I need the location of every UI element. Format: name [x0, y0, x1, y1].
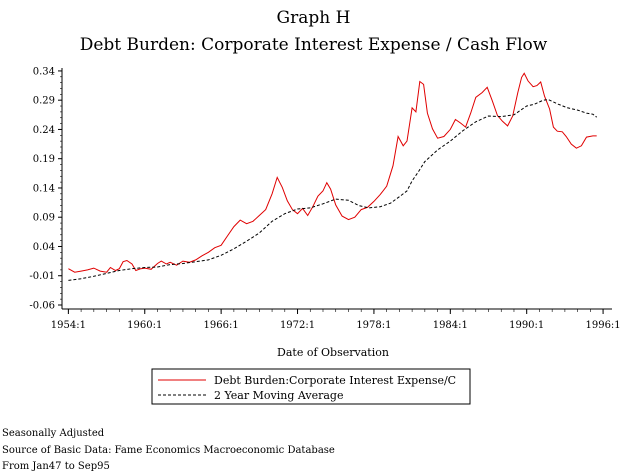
y-tick-label: -0.01: [29, 271, 55, 282]
legend-entry-debt-burden: Debt Burden:Corporate Interest Expense/C: [214, 374, 456, 387]
x-tick-label: 1966:1: [204, 320, 239, 331]
chart-subtitle: Debt Burden: Corporate Interest Expense …: [80, 35, 548, 55]
y-tick-label: 0.04: [33, 242, 55, 253]
note-seasonally-adjusted: Seasonally Adjusted: [2, 428, 105, 439]
y-axis-ticks: -0.06 -0.01 0.04 0.09 0.14 0.19 0.24 0.29 0.34: [29, 66, 62, 312]
y-tick-label: 0.29: [33, 96, 55, 107]
x-tick-label: 1954:1: [51, 320, 86, 331]
x-tick-label: 1972:1: [280, 320, 315, 331]
axes: [61, 68, 612, 310]
y-tick-label: 0.24: [33, 125, 55, 136]
legend-box: [151, 368, 471, 405]
y-tick-label: -0.06: [29, 301, 55, 312]
y-tick-label: 0.14: [33, 183, 55, 194]
x-tick-label: 1984:1: [433, 320, 468, 331]
x-tick-label: 1990:1: [509, 320, 544, 331]
note-source: Source of Basic Data: Fame Economics Mac…: [2, 445, 335, 456]
y-tick-label: 0.34: [33, 66, 55, 77]
x-axis-label: Date of Observation: [277, 346, 389, 359]
x-axis-ticks: 1954:1 1960:1 1966:1 1972:1 1978:1 1984:1 1990…: [51, 309, 621, 331]
series-line-debt-burden: [68, 72, 597, 273]
legend: Debt Burden:Corporate Interest Expense/C…: [151, 368, 471, 405]
chart-title: Graph H: [277, 8, 351, 28]
x-tick-label: 1978:1: [356, 320, 391, 331]
x-tick-label: 1960:1: [127, 320, 162, 331]
y-tick-label: 0.19: [33, 154, 55, 165]
series-lines: [68, 72, 598, 281]
x-tick-label: 1996:1: [585, 320, 620, 331]
note-date-range: From Jan47 to Sep95: [2, 461, 110, 472]
series-line-moving-average: [68, 99, 598, 281]
y-tick-label: 0.09: [33, 213, 55, 224]
legend-entry-moving-average: 2 Year Moving Average: [214, 389, 343, 402]
